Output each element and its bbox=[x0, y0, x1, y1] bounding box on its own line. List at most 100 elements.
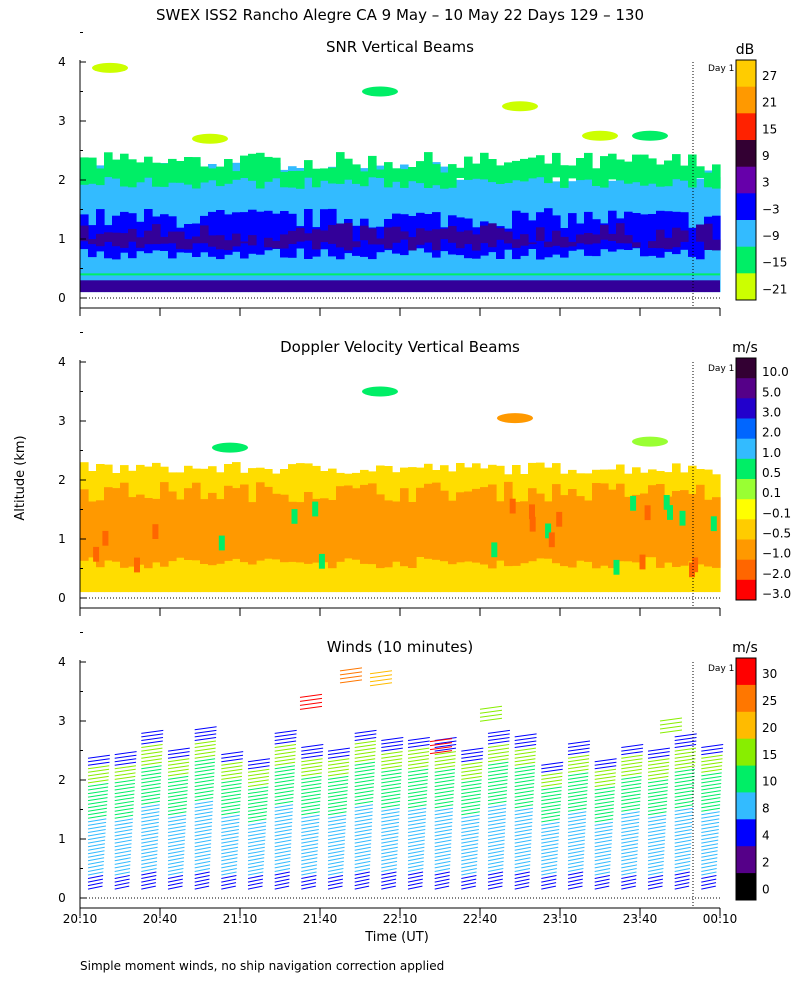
wind-barb bbox=[594, 860, 611, 865]
y-tick-label: 2 bbox=[58, 473, 66, 487]
wind-barb bbox=[514, 860, 531, 865]
wind-barb bbox=[514, 821, 533, 826]
wind-barb bbox=[87, 800, 108, 805]
colorbar-label: −2.0 bbox=[762, 567, 791, 581]
wind-barb bbox=[621, 846, 638, 851]
wind-barb bbox=[514, 875, 530, 879]
wind-barb bbox=[567, 836, 586, 841]
heatmap-cell bbox=[616, 159, 625, 181]
wind-barb bbox=[541, 860, 558, 865]
y-tick-label: 0 bbox=[58, 891, 66, 905]
heatmap-cell bbox=[368, 155, 377, 178]
heatmap-cell bbox=[432, 229, 441, 251]
echo-patch bbox=[502, 101, 538, 112]
wind-barb bbox=[274, 779, 295, 784]
heatmap-cell bbox=[520, 158, 529, 182]
wind-barb bbox=[167, 843, 185, 848]
wind-barb bbox=[354, 885, 370, 890]
wind-barb bbox=[567, 853, 585, 858]
heatmap-cell bbox=[400, 488, 409, 567]
wind-barb bbox=[167, 783, 188, 787]
echo-patch bbox=[92, 62, 128, 73]
wind-barb bbox=[114, 807, 134, 812]
heatmap-cell bbox=[712, 497, 721, 568]
wind-barb bbox=[407, 853, 425, 858]
heatmap-cell bbox=[584, 233, 593, 245]
wind-barb bbox=[674, 740, 697, 745]
wind-barb bbox=[167, 882, 183, 887]
colorbar-segment bbox=[736, 792, 756, 820]
wind-barb bbox=[114, 804, 134, 809]
wind-barb bbox=[514, 878, 530, 883]
wind-barb bbox=[594, 832, 613, 837]
wind-barb bbox=[407, 829, 426, 833]
wind-barb bbox=[479, 713, 503, 718]
heatmap-cell bbox=[264, 156, 273, 182]
wind-barb bbox=[621, 804, 641, 809]
wind-barb bbox=[167, 790, 188, 795]
wind-barb bbox=[274, 860, 291, 865]
wind-barb bbox=[194, 836, 212, 841]
wind-barb bbox=[381, 744, 404, 748]
heatmap-cell bbox=[344, 485, 353, 559]
wind-barb bbox=[541, 818, 560, 823]
wind-barb bbox=[429, 746, 453, 751]
wind-barb bbox=[354, 871, 370, 876]
heatmap-cell bbox=[216, 166, 225, 187]
wind-barb bbox=[274, 786, 294, 791]
heatmap-cell bbox=[296, 227, 305, 242]
wind-barb bbox=[567, 811, 587, 816]
heatmap-cell bbox=[336, 152, 345, 184]
wind-barb bbox=[221, 775, 242, 780]
wind-barb bbox=[381, 758, 403, 763]
heatmap-cell bbox=[128, 497, 137, 567]
wind-barb bbox=[514, 836, 532, 841]
wind-barb bbox=[647, 747, 670, 752]
wind-barb bbox=[461, 846, 478, 851]
wind-barb bbox=[479, 709, 503, 714]
wind-barb bbox=[194, 783, 214, 787]
wind-barb bbox=[141, 793, 161, 798]
wind-barb bbox=[167, 860, 184, 865]
wind-barb bbox=[514, 761, 536, 766]
wind-barb bbox=[221, 843, 239, 848]
wind-barb bbox=[301, 825, 320, 830]
wind-barb bbox=[274, 797, 294, 802]
wind-barb bbox=[354, 729, 377, 734]
wind-barb bbox=[674, 811, 693, 816]
heatmap-cell bbox=[248, 153, 257, 181]
wind-barb bbox=[354, 811, 373, 816]
wind-barb bbox=[354, 868, 370, 872]
wind-barb bbox=[514, 751, 536, 756]
wind-barb bbox=[674, 885, 690, 890]
wind-barb bbox=[541, 804, 561, 809]
wind-barb bbox=[247, 790, 269, 795]
wind-barb bbox=[167, 864, 184, 869]
heatmap-cell bbox=[624, 235, 633, 244]
wind-barb bbox=[567, 825, 586, 830]
wind-barb bbox=[514, 797, 534, 802]
wind-barb bbox=[621, 868, 637, 872]
wind-barb bbox=[461, 772, 482, 777]
panel-title: Winds (10 minutes) bbox=[327, 638, 474, 656]
x-tick-label: 23:40 bbox=[623, 912, 658, 926]
heatmap-cell bbox=[536, 493, 545, 559]
wind-barb bbox=[487, 871, 504, 876]
heatmap-cell bbox=[496, 501, 505, 561]
wind-barb bbox=[274, 825, 293, 830]
wind-barb bbox=[87, 885, 103, 890]
wind-barb bbox=[514, 772, 535, 777]
heatmap-cell bbox=[376, 169, 385, 178]
panel-title: Doppler Velocity Vertical Beams bbox=[280, 338, 520, 356]
wind-barb bbox=[461, 882, 477, 887]
wind-barb bbox=[381, 868, 397, 872]
wind-barb bbox=[674, 850, 691, 855]
wind-barb bbox=[647, 871, 664, 876]
wind-barb bbox=[461, 758, 483, 763]
heatmap-cell bbox=[384, 162, 393, 188]
wind-barb bbox=[327, 800, 348, 805]
heatmap-cell bbox=[264, 237, 273, 248]
wind-barb bbox=[647, 765, 670, 770]
wind-barb bbox=[594, 846, 612, 851]
wind-barb bbox=[567, 793, 588, 798]
